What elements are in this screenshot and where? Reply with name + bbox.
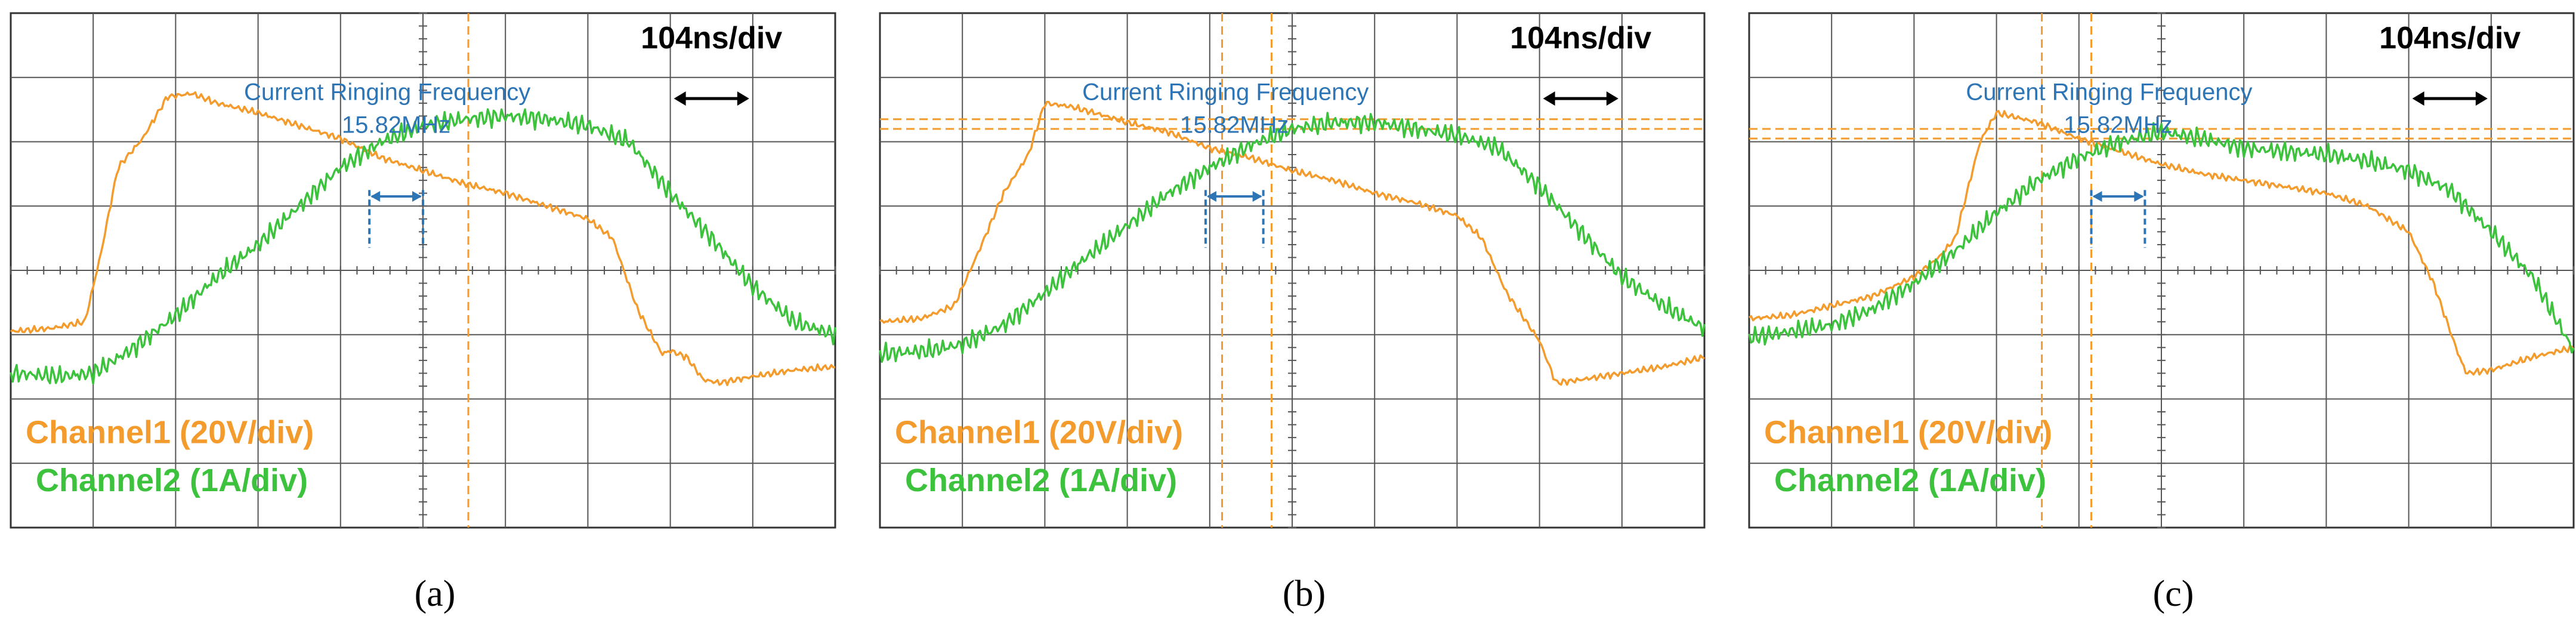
panel-label: (b): [1283, 574, 1326, 614]
legend-channel2: Channel2 (1A/div): [905, 463, 1177, 498]
ringing-frequency-value: 15.82MHz: [1180, 112, 1289, 138]
arrow-head-left: [674, 91, 686, 106]
time-scale-label: 104ns/div: [1510, 21, 1651, 56]
legend-channel1: Channel1 (20V/div): [1764, 414, 2052, 450]
arrow-head-right: [412, 191, 422, 202]
channel1-trace: [879, 101, 1705, 386]
arrow-head-right: [737, 91, 749, 106]
arrow-head-right: [2475, 91, 2488, 106]
scope-panel-c: Current Ringing Frequency 15.82MHz 104ns/d…: [1748, 12, 2575, 614]
arrow-head-left: [2412, 91, 2424, 106]
legend-channel2: Channel2 (1A/div): [1774, 463, 2046, 498]
arrow-head-right: [1606, 91, 1619, 106]
ringing-frequency-value: 15.82MHz: [342, 112, 450, 138]
arrow-head-right: [1252, 191, 1262, 202]
time-scale-label: 104ns/div: [2379, 21, 2521, 56]
ringing-frequency-title: Current Ringing Frequency: [1082, 79, 1369, 105]
legend-channel1: Channel1 (20V/div): [26, 414, 314, 450]
arrow-head-left: [370, 191, 381, 202]
legend-channel1: Channel1 (20V/div): [895, 414, 1183, 450]
legend-channel2: Channel2 (1A/div): [36, 463, 308, 498]
panel-label: (a): [415, 574, 456, 614]
channel1-trace: [1749, 110, 2575, 376]
scope-panel-b: Current Ringing Frequency 15.82MHz 104ns/d…: [879, 12, 1706, 614]
ringing-frequency-value: 15.82MHz: [2064, 112, 2172, 138]
channel2-trace: [1748, 122, 2575, 354]
ringing-frequency-title: Current Ringing Frequency: [244, 79, 530, 105]
arrow-head-right: [2134, 191, 2144, 202]
grid: [1749, 13, 2574, 528]
arrow-head-left: [1543, 91, 1555, 106]
time-scale-label: 104ns/div: [641, 21, 782, 56]
arrow-head-left: [2092, 191, 2102, 202]
panel-label: (c): [2153, 574, 2194, 614]
channel2-trace: [879, 112, 1706, 363]
arrow-head-left: [1206, 191, 1216, 202]
channel2-trace: [10, 108, 836, 385]
grid: [879, 13, 1705, 528]
ringing-frequency-title: Current Ringing Frequency: [1966, 79, 2252, 105]
channel1-trace: [10, 91, 836, 386]
scope-panel-a: Current Ringing Frequency 15.82MHz 104ns/d…: [10, 12, 836, 614]
